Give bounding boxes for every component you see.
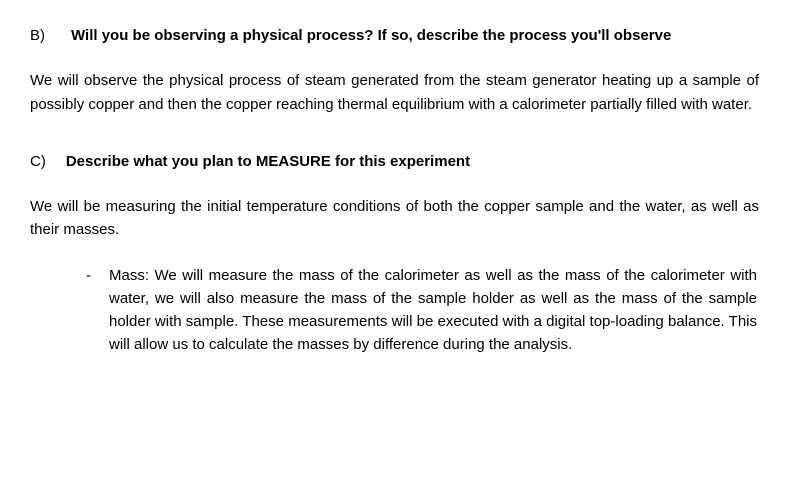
document-page: B) Will you be observing a physical proce… — [0, 0, 789, 377]
section-b-heading-text: Will you be observing a physical process… — [71, 27, 671, 44]
section-b-letter: B) — [30, 24, 45, 47]
section-c-heading-text: Describe what you plan to MEASURE for th… — [66, 153, 470, 170]
section-c-heading: C) Describe what you plan to MEASURE for … — [30, 150, 759, 173]
section-c-body: We will be measuring the initial tempera… — [30, 195, 759, 242]
section-c-letter: C) — [30, 150, 46, 173]
section-b-heading: B) Will you be observing a physical proce… — [30, 24, 759, 47]
bullet-text: Mass: We will measure the mass of the ca… — [109, 264, 757, 357]
bullet-item: - Mass: We will measure the mass of the … — [30, 264, 759, 357]
section-b-body: We will observe the physical process of … — [30, 69, 759, 116]
bullet-marker: - — [86, 264, 91, 357]
